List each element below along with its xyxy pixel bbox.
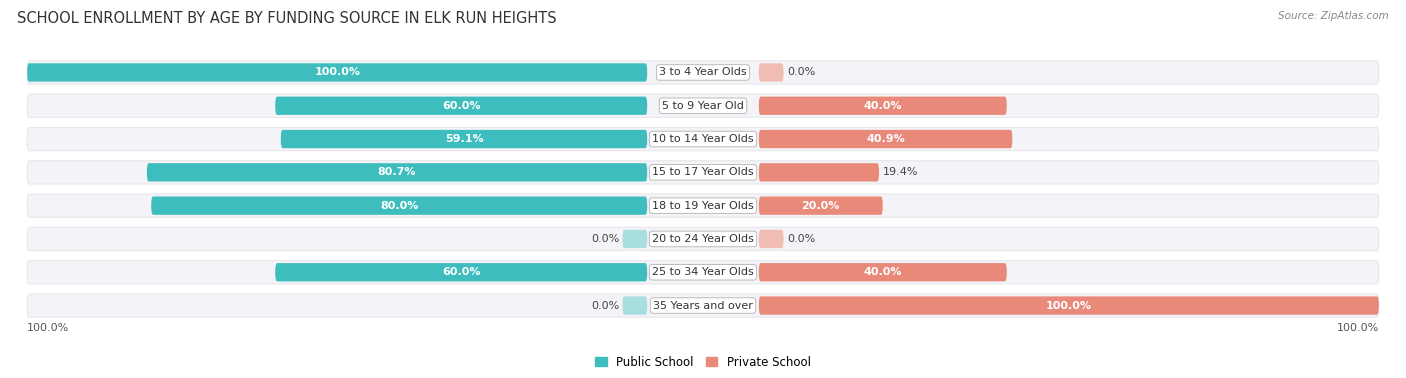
Text: 20.0%: 20.0% bbox=[801, 201, 839, 211]
Text: 18 to 19 Year Olds: 18 to 19 Year Olds bbox=[652, 201, 754, 211]
FancyBboxPatch shape bbox=[27, 227, 1379, 251]
FancyBboxPatch shape bbox=[759, 230, 783, 248]
FancyBboxPatch shape bbox=[759, 263, 1007, 281]
Text: 40.0%: 40.0% bbox=[863, 267, 903, 277]
FancyBboxPatch shape bbox=[146, 163, 647, 181]
Text: 0.0%: 0.0% bbox=[591, 301, 619, 311]
Text: SCHOOL ENROLLMENT BY AGE BY FUNDING SOURCE IN ELK RUN HEIGHTS: SCHOOL ENROLLMENT BY AGE BY FUNDING SOUR… bbox=[17, 11, 557, 26]
FancyBboxPatch shape bbox=[27, 127, 1379, 151]
FancyBboxPatch shape bbox=[27, 260, 1379, 284]
FancyBboxPatch shape bbox=[759, 130, 1012, 148]
FancyBboxPatch shape bbox=[623, 230, 647, 248]
Text: 19.4%: 19.4% bbox=[883, 167, 918, 177]
Text: 80.0%: 80.0% bbox=[380, 201, 419, 211]
Text: 100.0%: 100.0% bbox=[314, 67, 360, 77]
Text: 100.0%: 100.0% bbox=[1337, 323, 1379, 333]
Text: 40.9%: 40.9% bbox=[866, 134, 905, 144]
Text: Source: ZipAtlas.com: Source: ZipAtlas.com bbox=[1278, 11, 1389, 21]
FancyBboxPatch shape bbox=[759, 163, 879, 181]
Legend: Public School, Private School: Public School, Private School bbox=[591, 351, 815, 373]
Text: 15 to 17 Year Olds: 15 to 17 Year Olds bbox=[652, 167, 754, 177]
Text: 0.0%: 0.0% bbox=[787, 234, 815, 244]
FancyBboxPatch shape bbox=[152, 197, 647, 215]
Text: 100.0%: 100.0% bbox=[1046, 301, 1092, 311]
Text: 60.0%: 60.0% bbox=[441, 101, 481, 111]
Text: 40.0%: 40.0% bbox=[863, 101, 903, 111]
Text: 0.0%: 0.0% bbox=[787, 67, 815, 77]
Text: 80.7%: 80.7% bbox=[378, 167, 416, 177]
FancyBboxPatch shape bbox=[27, 294, 1379, 317]
Text: 59.1%: 59.1% bbox=[444, 134, 484, 144]
Text: 100.0%: 100.0% bbox=[27, 323, 69, 333]
FancyBboxPatch shape bbox=[281, 130, 647, 148]
FancyBboxPatch shape bbox=[27, 194, 1379, 217]
Text: 25 to 34 Year Olds: 25 to 34 Year Olds bbox=[652, 267, 754, 277]
FancyBboxPatch shape bbox=[27, 161, 1379, 184]
FancyBboxPatch shape bbox=[276, 97, 647, 115]
Text: 35 Years and over: 35 Years and over bbox=[652, 301, 754, 311]
FancyBboxPatch shape bbox=[759, 296, 1379, 315]
Text: 0.0%: 0.0% bbox=[591, 234, 619, 244]
FancyBboxPatch shape bbox=[276, 263, 647, 281]
Text: 3 to 4 Year Olds: 3 to 4 Year Olds bbox=[659, 67, 747, 77]
Text: 5 to 9 Year Old: 5 to 9 Year Old bbox=[662, 101, 744, 111]
FancyBboxPatch shape bbox=[759, 63, 783, 82]
FancyBboxPatch shape bbox=[623, 296, 647, 315]
FancyBboxPatch shape bbox=[27, 94, 1379, 118]
FancyBboxPatch shape bbox=[759, 197, 883, 215]
Text: 20 to 24 Year Olds: 20 to 24 Year Olds bbox=[652, 234, 754, 244]
Text: 10 to 14 Year Olds: 10 to 14 Year Olds bbox=[652, 134, 754, 144]
Text: 60.0%: 60.0% bbox=[441, 267, 481, 277]
FancyBboxPatch shape bbox=[759, 97, 1007, 115]
FancyBboxPatch shape bbox=[27, 63, 647, 82]
FancyBboxPatch shape bbox=[27, 61, 1379, 84]
